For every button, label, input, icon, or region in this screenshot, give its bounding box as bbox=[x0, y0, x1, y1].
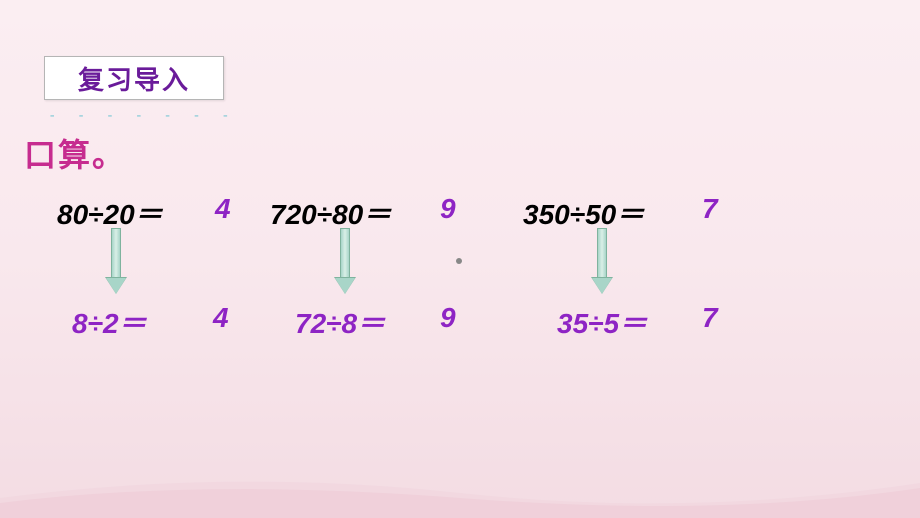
header-box: 复习导入 bbox=[44, 56, 224, 100]
arrow-2 bbox=[337, 228, 353, 292]
arrow-head bbox=[592, 278, 612, 294]
expr-text: 350÷50＝ bbox=[523, 199, 644, 230]
header-dashes: - - - - - - - bbox=[48, 108, 236, 124]
arrow-3 bbox=[594, 228, 610, 292]
equation-bottom-3: 35÷5＝ bbox=[557, 302, 647, 342]
expr-text: 8÷2＝ bbox=[72, 308, 147, 339]
header-title: 复习导入 bbox=[78, 60, 190, 97]
center-dot bbox=[456, 258, 462, 264]
ans-text: 4 bbox=[213, 302, 229, 333]
answer-bottom-3: 7 bbox=[702, 302, 718, 334]
expr-text: 35÷5＝ bbox=[557, 308, 647, 339]
expr-text: 720÷80＝ bbox=[270, 199, 391, 230]
answer-top-2: 9 bbox=[440, 193, 456, 225]
expr-text: 80÷20＝ bbox=[57, 199, 163, 230]
ans-text: 4 bbox=[215, 193, 231, 224]
arrow-1 bbox=[108, 228, 124, 292]
bottom-wave bbox=[0, 458, 920, 518]
answer-top-3: 7 bbox=[702, 193, 718, 225]
expr-text: 72÷8＝ bbox=[295, 308, 385, 339]
answer-bottom-1: 4 bbox=[213, 302, 229, 334]
ans-text: 7 bbox=[702, 302, 718, 333]
arrow-shaft bbox=[111, 228, 121, 280]
answer-bottom-2: 9 bbox=[440, 302, 456, 334]
ans-text: 9 bbox=[440, 193, 456, 224]
subtitle: 口算。 bbox=[24, 130, 126, 176]
ans-text: 7 bbox=[702, 193, 718, 224]
equation-top-3: 350÷50＝ bbox=[523, 193, 644, 233]
arrow-shaft bbox=[340, 228, 350, 280]
answer-top-1: 4 bbox=[215, 193, 231, 225]
arrow-head bbox=[335, 278, 355, 294]
arrow-head bbox=[106, 278, 126, 294]
ans-text: 9 bbox=[440, 302, 456, 333]
equation-top-2: 720÷80＝ bbox=[270, 193, 391, 233]
equation-bottom-1: 8÷2＝ bbox=[72, 302, 147, 342]
equation-bottom-2: 72÷8＝ bbox=[295, 302, 385, 342]
arrow-shaft bbox=[597, 228, 607, 280]
equation-top-1: 80÷20＝ bbox=[57, 193, 163, 233]
